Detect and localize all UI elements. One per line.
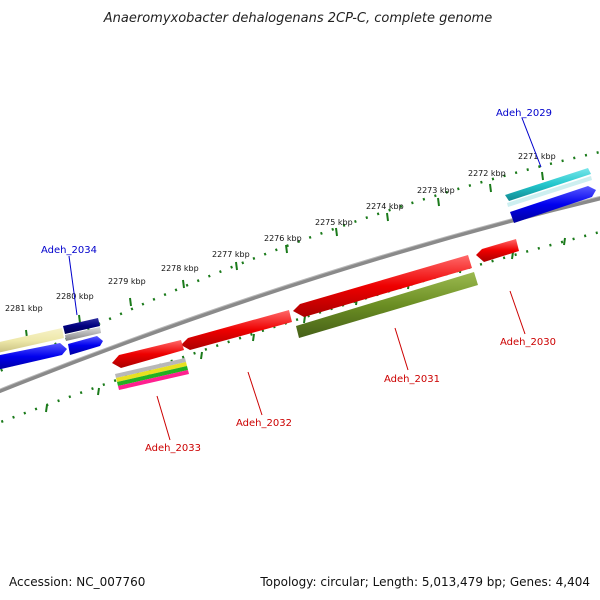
major-tick (285, 244, 288, 254)
tick-label: 2275 kbp (315, 218, 353, 227)
map-title: Anaeromyxobacter dehalogenans 2CP-C, com… (103, 11, 492, 26)
major-tick (252, 333, 255, 342)
cog-bar-2029[interactable] (505, 168, 591, 201)
cds-arrow-2032[interactable] (181, 310, 292, 350)
major-tick (303, 315, 306, 324)
gene-label-2031[interactable]: Adeh_2031 (384, 374, 440, 385)
leader-line-2033 (156, 395, 171, 441)
major-tick (386, 212, 389, 222)
tick-label: 2274 kbp (366, 202, 404, 211)
major-tick (182, 279, 185, 289)
cds-arrow-2034[interactable] (68, 336, 103, 355)
major-tick (235, 261, 238, 271)
tick-label: 2278 kbp (161, 264, 199, 273)
cds-arrow-2031[interactable] (293, 255, 472, 317)
cog-bar-2034-navy[interactable] (63, 318, 100, 334)
tick-label: 2277 kbp (212, 250, 250, 259)
major-tick (97, 387, 100, 396)
major-tick (563, 237, 566, 246)
inner-tick-track (0, 230, 600, 424)
accession-text: Accession: NC_007760 (9, 575, 145, 589)
gene-labels: Adeh_2029 Adeh_2030 Adeh_2031 Adeh_2032 … (41, 108, 556, 454)
leader-line-2031 (394, 327, 409, 371)
cog-bar-2033-green[interactable] (117, 366, 188, 386)
tick-label: 2272 kbp (468, 169, 506, 178)
cog-bar-2029-highlight (507, 176, 592, 207)
cog-bar-2034-gray[interactable] (65, 327, 101, 341)
cds-arrow-2033[interactable] (112, 340, 184, 368)
tick-label: 2276 kbp (264, 234, 302, 243)
reverse-features (112, 239, 519, 390)
major-tick (437, 197, 440, 207)
major-tick (129, 297, 132, 307)
major-tick (511, 251, 514, 260)
major-tick (78, 314, 81, 324)
cog-bar-2033-yellow[interactable] (116, 362, 187, 382)
cog-bar-2033-gray[interactable] (115, 358, 186, 378)
forward-features (0, 168, 596, 370)
major-tick (200, 351, 203, 360)
cds-arrow-left[interactable] (0, 343, 67, 370)
genome-summary-text: Topology: circular; Length: 5,013,479 bp… (259, 575, 590, 589)
major-tick (45, 404, 48, 413)
gene-label-2032[interactable]: Adeh_2032 (236, 418, 292, 429)
cog-bar-2034-khaki[interactable] (0, 328, 64, 353)
gene-label-2034[interactable]: Adeh_2034 (41, 245, 97, 256)
major-tick (335, 227, 338, 237)
major-tick (541, 171, 544, 181)
leader-line-2030 (509, 290, 526, 335)
leader-line-2029 (521, 117, 542, 168)
tick-label: 2279 kbp (108, 277, 146, 286)
gene-label-2029[interactable]: Adeh_2029 (496, 108, 552, 119)
gene-label-2030[interactable]: Adeh_2030 (500, 337, 556, 348)
leader-line-2034 (68, 255, 78, 316)
cog-bar-2033-pink[interactable] (118, 370, 189, 390)
cds-arrow-2030[interactable] (476, 239, 519, 262)
leader-line-2032 (247, 371, 263, 416)
cds-arrow-2029[interactable] (510, 186, 596, 223)
gene-label-2033[interactable]: Adeh_2033 (145, 443, 201, 454)
tick-label: 2273 kbp (417, 186, 455, 195)
cog-bar-2031[interactable] (296, 272, 478, 338)
tick-label: 2281 kbp (5, 304, 43, 313)
major-tick (489, 183, 492, 193)
